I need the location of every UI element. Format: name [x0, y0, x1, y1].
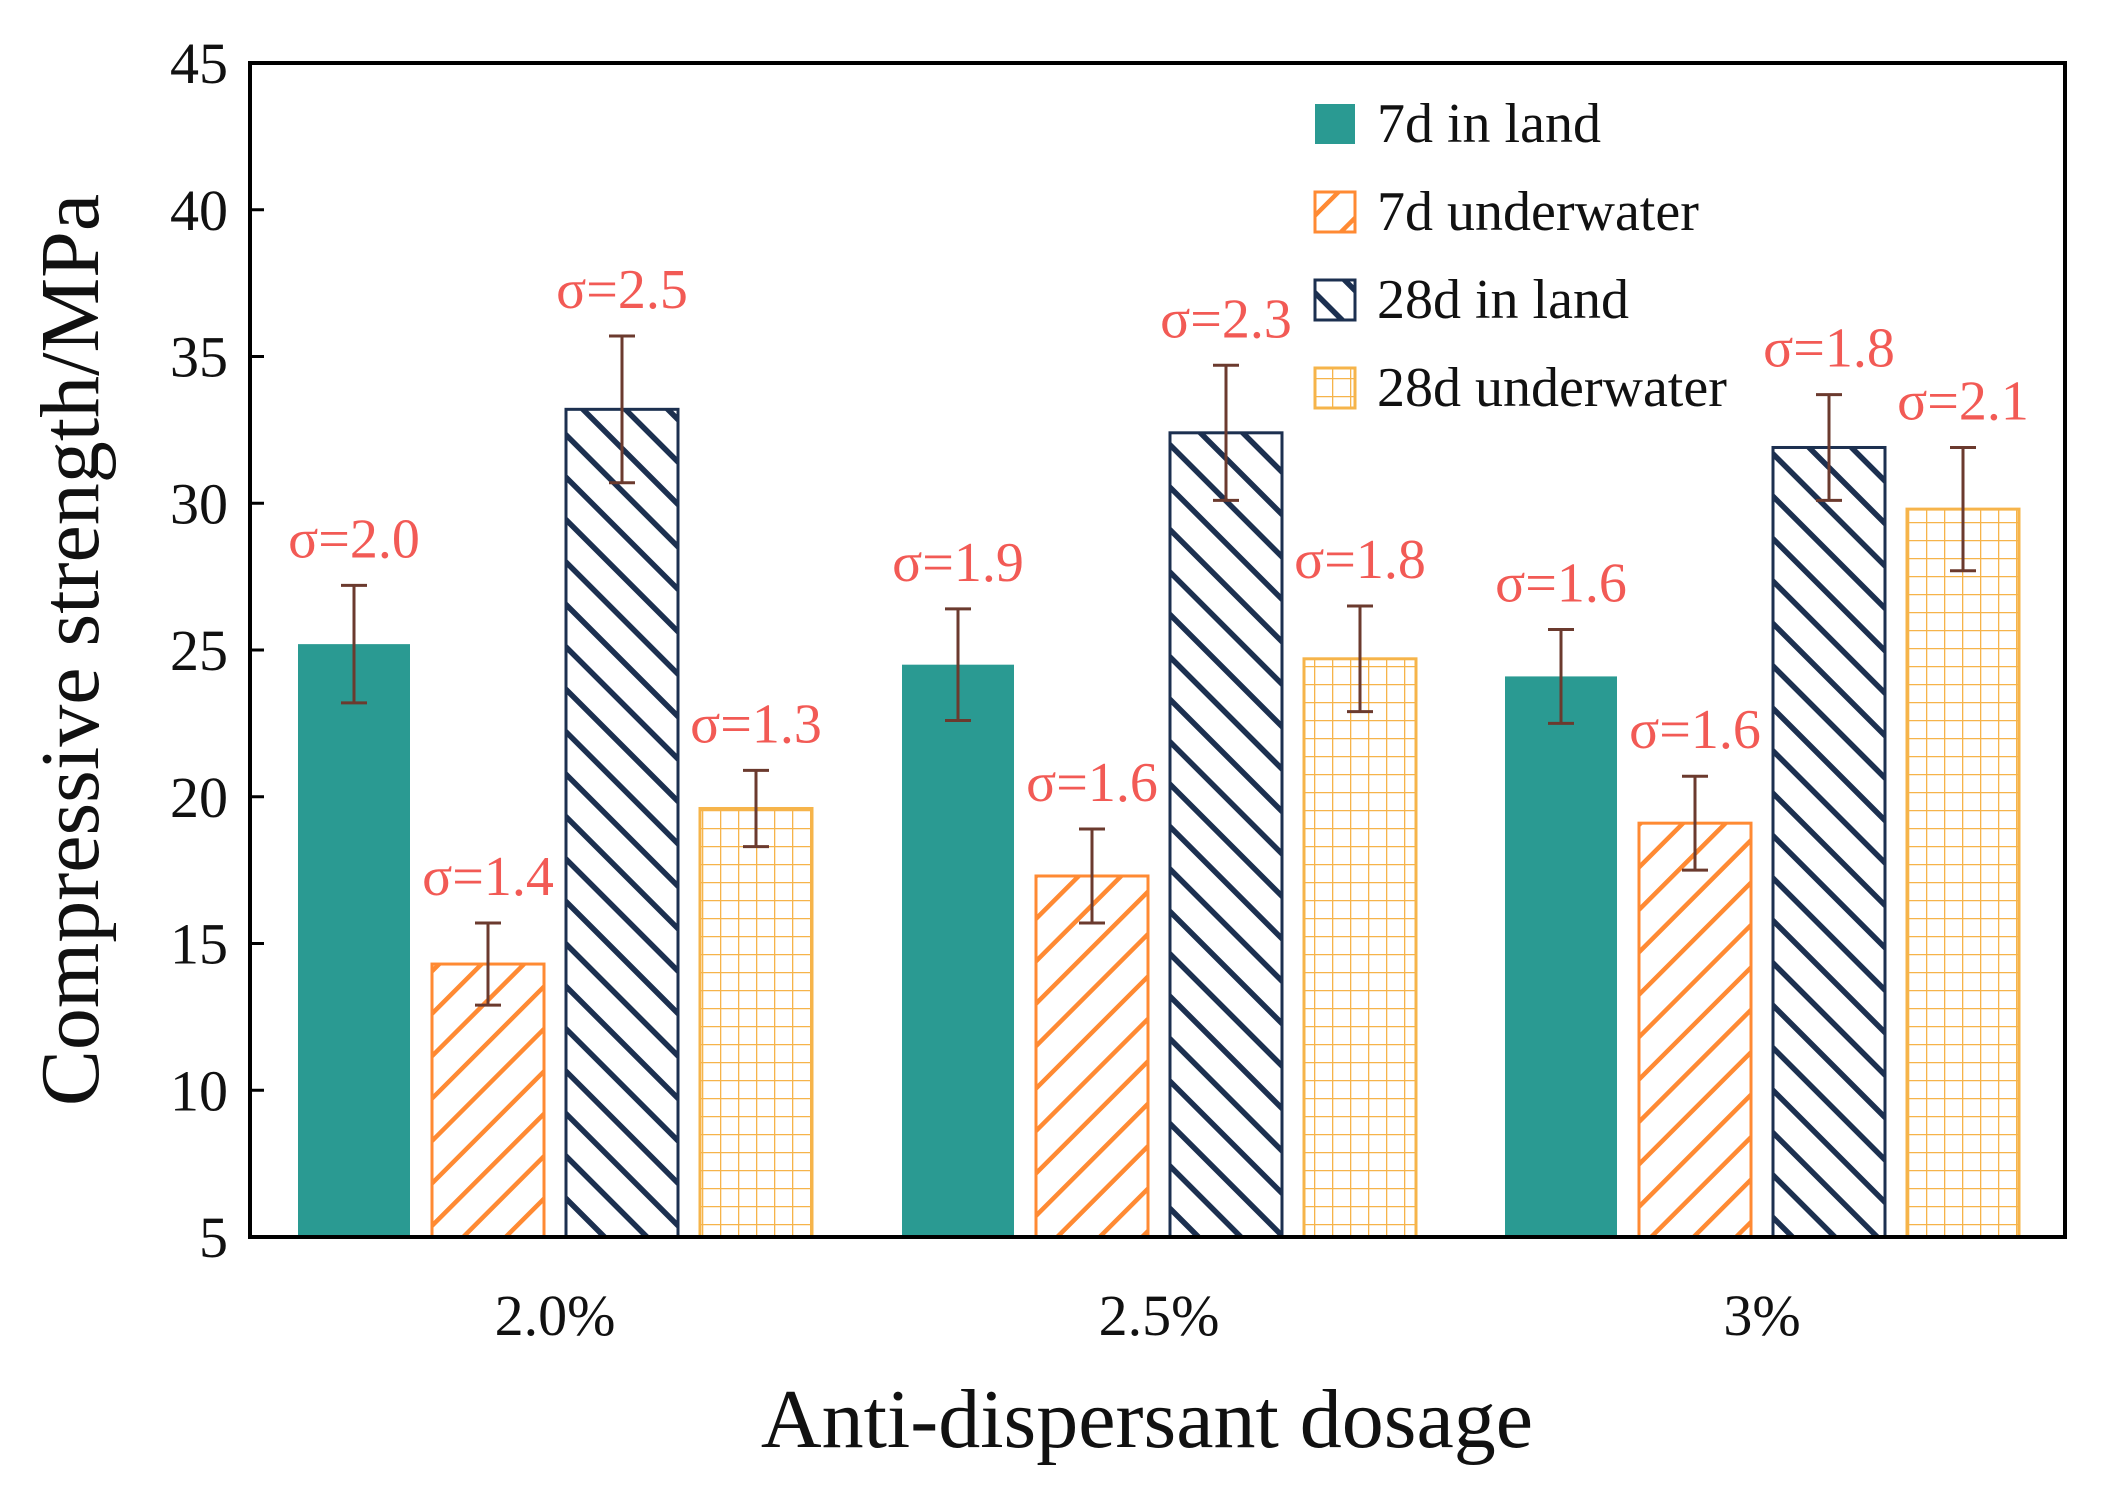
sigma-label: σ=2.0: [288, 508, 420, 570]
sigma-label: σ=1.4: [422, 846, 554, 908]
legend-swatch: [1315, 104, 1355, 144]
sigma-labels-layer: σ=2.0 σ=1.4 σ=2.5 σ=1.3 σ=1.9 σ=1.6 σ=2.3 σ=1.8…: [288, 259, 2029, 908]
legend-swatch: [1313, 190, 1357, 234]
sigma-label: σ=1.3: [690, 693, 822, 755]
error-bar-0-1: [945, 607, 971, 722]
y-tick-label: 20: [170, 765, 228, 830]
bar-1-0: [430, 962, 546, 1239]
error-bar-0-0: [341, 583, 367, 705]
sigma-label: σ=1.6: [1026, 752, 1158, 814]
x-tick-label: 2.5%: [1099, 1283, 1220, 1348]
error-bar-2-2: [1816, 393, 1842, 502]
legend-label: 28d underwater: [1377, 357, 1727, 419]
y-tick-label: 15: [170, 912, 228, 977]
x-tick-label: 3%: [1723, 1283, 1800, 1348]
legend: 7d in land 7d underwater 28d in land 28d un…: [1313, 93, 1727, 419]
y-tick-label: 45: [170, 31, 228, 96]
bar-3-0: [698, 806, 814, 1239]
bar-3-1: [1302, 657, 1418, 1239]
bar-0-1: [902, 664, 1014, 1237]
error-bars-layer: [341, 334, 1976, 1007]
legend-label: 7d in land: [1377, 93, 1601, 155]
x-axis-ticks: 2.0% 2.5% 3%: [495, 1283, 1801, 1348]
bar-1-2: [1637, 821, 1753, 1239]
sigma-label: σ=1.8: [1763, 318, 1895, 380]
legend-swatch: [1313, 366, 1357, 410]
x-axis-label: Anti-dispersant dosage: [761, 1373, 1533, 1466]
y-axis-label: Compressive strength/MPa: [24, 194, 117, 1106]
bars-layer: [298, 407, 2021, 1239]
legend-item: 7d in land: [1315, 93, 1601, 155]
error-bar-3-0: [743, 768, 769, 849]
legend-item: 28d in land: [1313, 269, 1629, 331]
error-bar-0-2: [1548, 627, 1574, 725]
sigma-label: σ=1.9: [892, 532, 1024, 594]
sigma-label: σ=1.8: [1294, 529, 1426, 591]
error-bar-2-0: [609, 334, 635, 485]
sigma-label: σ=1.6: [1495, 552, 1627, 614]
legend-label: 28d in land: [1377, 269, 1629, 331]
error-bar-2-1: [1213, 363, 1239, 502]
error-bar-1-0: [475, 921, 501, 1007]
sigma-label: σ=1.6: [1629, 699, 1761, 761]
bar-2-0: [564, 407, 680, 1239]
y-tick-label: 40: [170, 178, 228, 243]
y-tick-label: 25: [170, 618, 228, 683]
y-tick-label: 10: [170, 1058, 228, 1123]
error-bar-1-1: [1079, 827, 1105, 925]
sigma-label: σ=2.5: [556, 259, 688, 321]
bar-3-2: [1905, 507, 2021, 1239]
sigma-label: σ=2.1: [1897, 370, 2029, 432]
sigma-label: σ=2.3: [1160, 288, 1292, 350]
y-tick-label: 5: [199, 1205, 228, 1270]
x-tick-label: 2.0%: [495, 1283, 616, 1348]
y-tick-label: 35: [170, 325, 228, 390]
y-tick-label: 30: [170, 471, 228, 536]
y-axis-ticks: 5 10 15 20 25 30 35 40 45: [170, 31, 264, 1270]
legend-label: 7d underwater: [1377, 181, 1699, 243]
bar-0-2: [1505, 676, 1617, 1237]
error-bar-1-2: [1682, 774, 1708, 872]
bar-2-1: [1168, 431, 1284, 1239]
legend-item: 28d underwater: [1313, 357, 1727, 419]
legend-item: 7d underwater: [1313, 181, 1699, 243]
bar-0-0: [298, 644, 410, 1237]
bar-2-2: [1771, 445, 1887, 1239]
bar-1-1: [1034, 874, 1150, 1239]
legend-swatch: [1313, 278, 1357, 322]
error-bar-3-1: [1347, 604, 1373, 714]
error-bar-3-2: [1950, 445, 1976, 573]
